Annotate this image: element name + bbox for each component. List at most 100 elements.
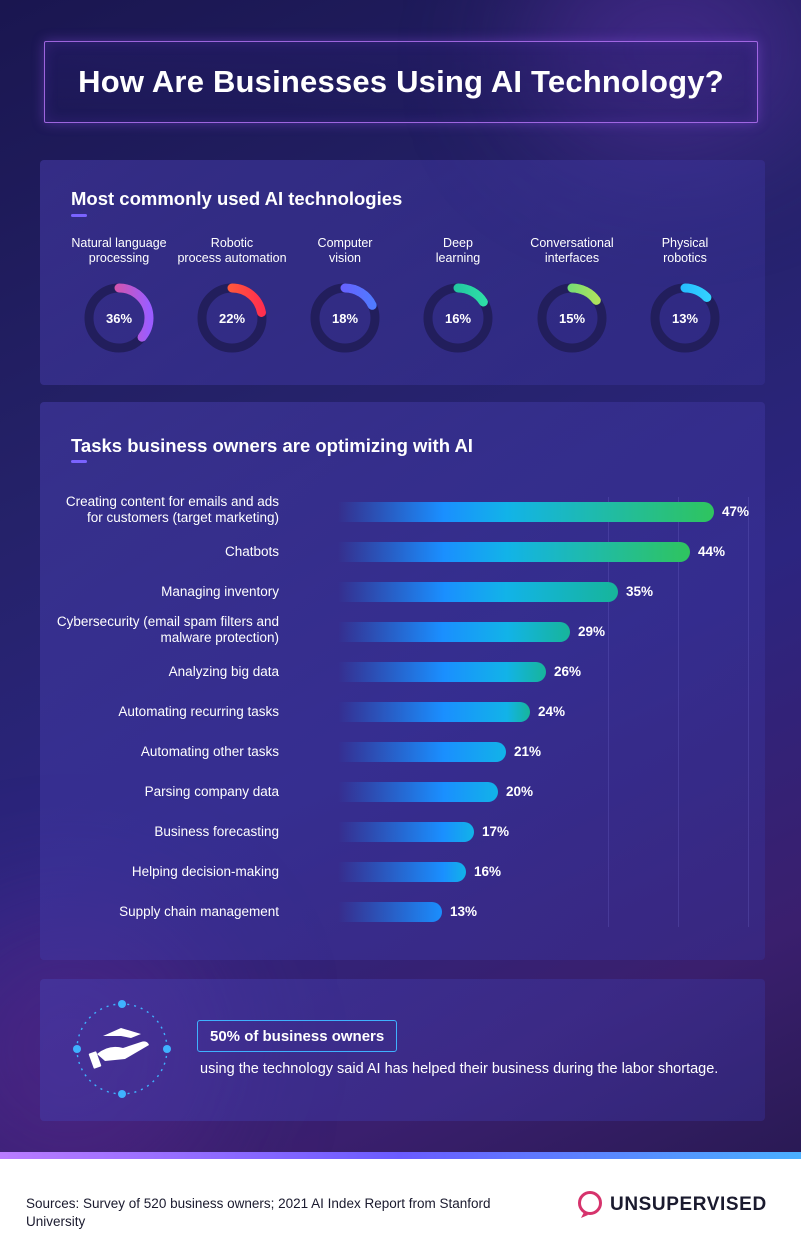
bar-value: 24%: [538, 704, 566, 719]
donut-value: 22%: [219, 311, 245, 326]
bar-value: 44%: [698, 544, 726, 559]
bar-label: Parsing company data: [0, 784, 279, 800]
donut-label: Physical robotics: [620, 236, 750, 268]
bar-label-line: Analyzing big data: [168, 664, 279, 679]
bar-label: Business forecasting: [0, 824, 279, 840]
donut-arc: [310, 283, 380, 353]
bar-label-line: Helping decision-making: [131, 864, 279, 879]
donut-label-line: vision: [329, 251, 361, 265]
bar-label: Analyzing big data: [0, 664, 279, 680]
bar-value: 47%: [722, 504, 750, 519]
unsupervised-logo: UNSUPERVISED: [576, 1190, 767, 1220]
bar-label: Supply chain management: [0, 904, 279, 920]
donut-label-line: interfaces: [544, 251, 600, 265]
technologies-panel: Most commonly used AI technologies Natur…: [40, 160, 765, 385]
bar: [338, 822, 474, 842]
title-box: How Are Businesses Using AI Technology?: [44, 41, 758, 123]
bottom-strip: [0, 1152, 801, 1159]
bar-label-line: Managing inventory: [161, 584, 279, 599]
bar: [338, 582, 618, 602]
donut-label-line: Natural language: [71, 236, 167, 250]
bar-label: Cybersecurity (email spam filters and mal…: [0, 614, 279, 646]
bar-label: Chatbots: [0, 544, 279, 560]
donut-label: Natural language processing: [54, 236, 184, 268]
donut-item: Deep learning 16%: [393, 236, 523, 354]
bar-label-line: Chatbots: [224, 544, 279, 559]
donut-label-line: robotics: [663, 251, 707, 265]
bar: [338, 862, 466, 882]
donut-value: 16%: [445, 311, 471, 326]
donut-chart: 16%: [423, 283, 493, 353]
donut-chart: 22%: [197, 283, 267, 353]
donut-chart: 15%: [537, 283, 607, 353]
technologies-heading: Most commonly used AI technologies: [71, 188, 403, 209]
donut-item: Conversational interfaces 15%: [507, 236, 637, 354]
bar-label-line: Cybersecurity (email spam filters and: [56, 614, 279, 629]
source-note: Sources: Survey of 520 business owners; …: [26, 1196, 491, 1229]
donut-arc: [197, 283, 267, 353]
bar-value: 26%: [554, 664, 582, 679]
bar-value: 17%: [482, 824, 510, 839]
bar-label-line: Business forecasting: [154, 824, 279, 839]
bar: [338, 662, 546, 682]
heading-accent: [71, 460, 87, 463]
donut-value: 15%: [559, 311, 585, 326]
donut-label: Computer vision: [280, 236, 410, 268]
bar: [338, 742, 506, 762]
logo-icon: [578, 1191, 602, 1218]
donut-label-line: Robotic: [210, 236, 254, 250]
donut-item: Natural language processing 36%: [54, 236, 184, 354]
infographic: How Are Businesses Using AI Technology? …: [0, 0, 801, 1152]
bar-label: Helping decision-making: [0, 864, 279, 880]
bar-label: Managing inventory: [0, 584, 279, 600]
bar-value: 35%: [626, 584, 654, 599]
donut-value: 13%: [672, 311, 698, 326]
bar: [338, 782, 498, 802]
bar: [338, 622, 570, 642]
hand-giving-icon: [73, 1000, 171, 1098]
bar: [338, 502, 714, 522]
donut-label-line: Physical: [661, 236, 709, 250]
bar-label: Automating recurring tasks: [0, 704, 279, 720]
bar-label: Automating other tasks: [0, 744, 279, 760]
donut-value: 36%: [106, 311, 132, 326]
bar-label-line: Automating other tasks: [140, 744, 279, 759]
grid-line: [608, 497, 609, 927]
grid-line: [748, 497, 749, 927]
donut-label-line: Conversational: [530, 236, 614, 250]
bar-label-line: Creating content for emails and ads: [65, 494, 279, 509]
stat-panel: [40, 979, 765, 1121]
chart-title: Tasks business owners are optimizing wit…: [71, 435, 473, 456]
heading-accent: [71, 214, 87, 217]
donut-value: 18%: [332, 311, 358, 326]
bar-label-line: Automating recurring tasks: [118, 704, 279, 719]
donut-item: Physical robotics 13%: [620, 236, 750, 354]
bar-label-line: malware protection): [160, 630, 279, 645]
donut-arc: [84, 283, 154, 353]
donut-label-line: Computer: [317, 236, 373, 250]
stat-text: using the technology said AI has helped …: [200, 1061, 719, 1077]
donut-arc: [423, 283, 493, 353]
donut-label: Conversational interfaces: [507, 236, 637, 268]
donut-chart: 13%: [650, 283, 720, 353]
stat-highlight: 50% of business owners: [197, 1020, 398, 1052]
donut-arc: [650, 283, 720, 353]
donut-item: Computer vision 18%: [280, 236, 410, 354]
tasks-panel: Tasks business owners are optimizing wit…: [40, 402, 765, 960]
bar-value: 29%: [578, 624, 606, 639]
bar-label-line: Parsing company data: [144, 784, 279, 799]
bar: [338, 902, 442, 922]
donut-label-line: learning: [435, 251, 481, 265]
page-title: How Are Businesses Using AI Technology?: [78, 64, 724, 99]
bar-label: Creating content for emails and ads for c…: [0, 494, 279, 526]
donut-chart: 18%: [310, 283, 380, 353]
donut-label-line: process automation: [177, 251, 287, 265]
bar-value: 13%: [450, 904, 478, 919]
bar-value: 20%: [506, 784, 534, 799]
bar: [338, 542, 690, 562]
bar-label-line: Supply chain management: [119, 904, 279, 919]
bar: [338, 702, 530, 722]
logo-text: UNSUPERVISED: [610, 1194, 767, 1215]
grid-line: [678, 497, 679, 927]
bar-label-line: for customers (target marketing): [86, 510, 279, 525]
